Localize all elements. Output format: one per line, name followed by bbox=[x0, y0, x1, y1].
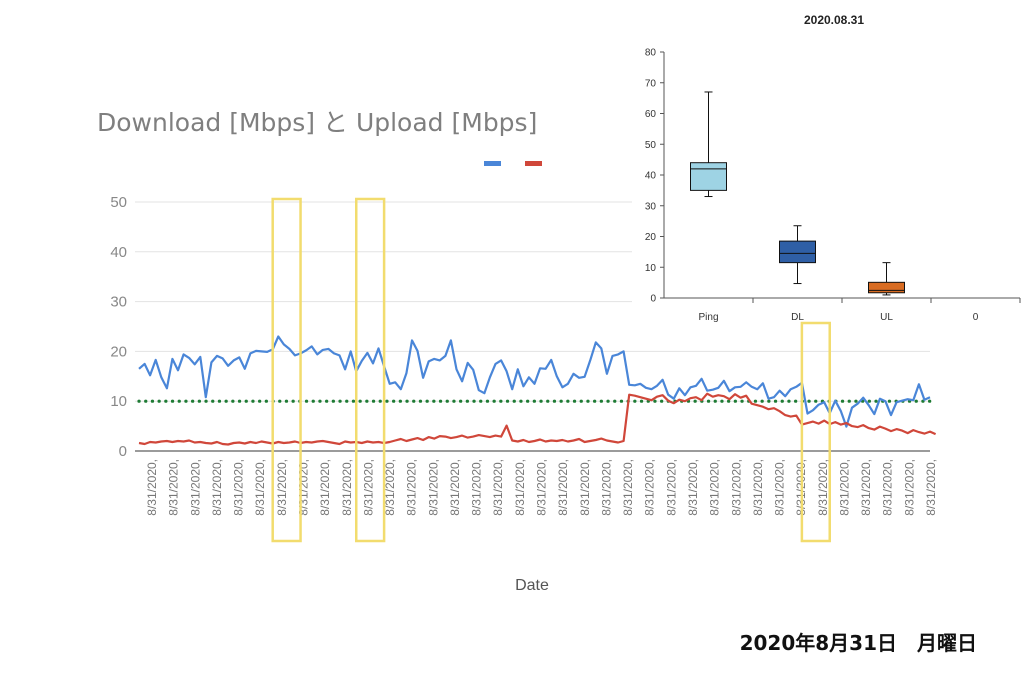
x-tick-label: 8/31/2020, bbox=[383, 459, 397, 516]
x-tick-label: 8/31/2020, bbox=[145, 459, 159, 516]
y-tick-label: 20 bbox=[110, 343, 127, 360]
x-tick-label: 8/31/2020, bbox=[881, 459, 895, 516]
boxplot-y-tick-label: 0 bbox=[650, 294, 656, 305]
boxplot-boxes bbox=[690, 91, 905, 296]
boxplot-y-tick-label: 60 bbox=[645, 109, 657, 120]
x-axis-ticks: 8/31/2020, 8/31/2020, 8/31/2020, 8/31/2020,… bbox=[145, 459, 938, 516]
boxplot-y-tick-label: 70 bbox=[645, 78, 657, 89]
boxplot-category-label: UL bbox=[880, 312, 893, 323]
download-upload-line-chart: Download [Mbps] と Upload [Mbps] 0 10 20 30 4… bbox=[97, 108, 938, 594]
boxplot-box-ping bbox=[690, 91, 727, 198]
x-tick-label: 8/31/2020, bbox=[232, 459, 246, 516]
x-tick-label: 8/31/2020, bbox=[621, 459, 635, 516]
y-tick-label: 30 bbox=[110, 294, 127, 311]
boxplot-box-ul bbox=[868, 262, 905, 296]
x-tick-label: 8/31/2020, bbox=[924, 459, 938, 516]
x-tick-label: 8/31/2020, bbox=[297, 459, 311, 516]
legend-swatch-upload bbox=[525, 161, 542, 166]
y-tick-label: 10 bbox=[110, 393, 127, 410]
x-tick-label: 8/31/2020, bbox=[859, 459, 873, 516]
boxplot-y-tick-label: 50 bbox=[645, 140, 657, 151]
x-tick-label: 8/31/2020, bbox=[361, 459, 375, 516]
boxplot-category-label: DL bbox=[791, 312, 804, 323]
boxplot-chart: 2020.08.31 0 10 20 30 40 50 60 70 80 Ping DL UL 0 bbox=[632, 13, 1024, 323]
x-tick-label: 8/31/2020, bbox=[664, 459, 678, 516]
x-tick-label: 8/31/2020, bbox=[275, 459, 289, 516]
boxplot-title: 2020.08.31 bbox=[804, 13, 864, 27]
y-tick-label: 40 bbox=[110, 244, 127, 261]
boxplot-category-labels: Ping DL UL 0 bbox=[698, 312, 978, 323]
box-iqr bbox=[779, 240, 816, 264]
x-tick-label: 8/31/2020, bbox=[188, 459, 202, 516]
boxplot-y-tick-label: 40 bbox=[645, 171, 657, 182]
x-tick-label: 8/31/2020, bbox=[513, 459, 527, 516]
x-tick-label: 8/31/2020, bbox=[773, 459, 787, 516]
box-iqr bbox=[868, 281, 905, 294]
highlight-box bbox=[800, 321, 831, 543]
y-tick-label: 0 bbox=[119, 443, 127, 460]
x-tick-label: 8/31/2020, bbox=[448, 459, 462, 516]
boxplot-y-tick-label: 80 bbox=[645, 48, 657, 59]
x-tick-label: 8/31/2020, bbox=[902, 459, 916, 516]
boxplot-category-label: Ping bbox=[698, 312, 718, 323]
y-tick-label: 50 bbox=[110, 194, 127, 211]
x-tick-label: 8/31/2020, bbox=[816, 459, 830, 516]
legend-swatch-download bbox=[484, 161, 501, 166]
x-tick-label: 8/31/2020, bbox=[686, 459, 700, 516]
x-tick-label: 8/31/2020, bbox=[556, 459, 570, 516]
x-tick-label: 8/31/2020, bbox=[729, 459, 743, 516]
x-tick-label: 8/31/2020, bbox=[167, 459, 181, 516]
download-series-line bbox=[138, 335, 931, 428]
highlight-box bbox=[271, 197, 302, 543]
x-tick-label: 8/31/2020, bbox=[253, 459, 267, 516]
boxplot-y-tick-label: 30 bbox=[645, 201, 657, 212]
x-tick-label: 8/31/2020, bbox=[210, 459, 224, 516]
x-tick-label: 8/31/2020, bbox=[643, 459, 657, 516]
x-tick-label: 8/31/2020, bbox=[837, 459, 851, 516]
y-axis-ticks: 0 10 20 30 40 50 bbox=[110, 194, 127, 460]
x-tick-label: 8/31/2020, bbox=[491, 459, 505, 516]
line-chart-title: Download [Mbps] と Upload [Mbps] bbox=[97, 108, 537, 137]
x-tick-label: 8/31/2020, bbox=[405, 459, 419, 516]
x-tick-label: 8/31/2020, bbox=[535, 459, 549, 516]
boxplot-axes bbox=[663, 52, 1021, 303]
highlight-boxes bbox=[271, 197, 831, 543]
boxplot-y-axis-ticks: 0 10 20 30 40 50 60 70 80 bbox=[645, 48, 664, 305]
x-tick-label: 8/31/2020, bbox=[470, 459, 484, 516]
x-tick-label: 8/31/2020, bbox=[426, 459, 440, 516]
boxplot-y-tick-label: 20 bbox=[645, 232, 657, 243]
x-axis-label: Date bbox=[515, 577, 549, 594]
boxplot-category-label: 0 bbox=[973, 312, 979, 323]
boxplot-box-dl bbox=[779, 225, 816, 285]
x-tick-label: 8/31/2020, bbox=[751, 459, 765, 516]
box-iqr bbox=[690, 162, 727, 191]
boxplot-y-tick-label: 10 bbox=[645, 263, 657, 274]
x-tick-label: 8/31/2020, bbox=[318, 459, 332, 516]
highlight-box bbox=[354, 197, 386, 543]
x-tick-label: 8/31/2020, bbox=[340, 459, 354, 516]
x-tick-label: 8/31/2020, bbox=[708, 459, 722, 516]
footer-date: 2020年8月31日 月曜日 bbox=[740, 631, 977, 655]
x-tick-label: 8/31/2020, bbox=[599, 459, 613, 516]
x-tick-label: 8/31/2020, bbox=[578, 459, 592, 516]
